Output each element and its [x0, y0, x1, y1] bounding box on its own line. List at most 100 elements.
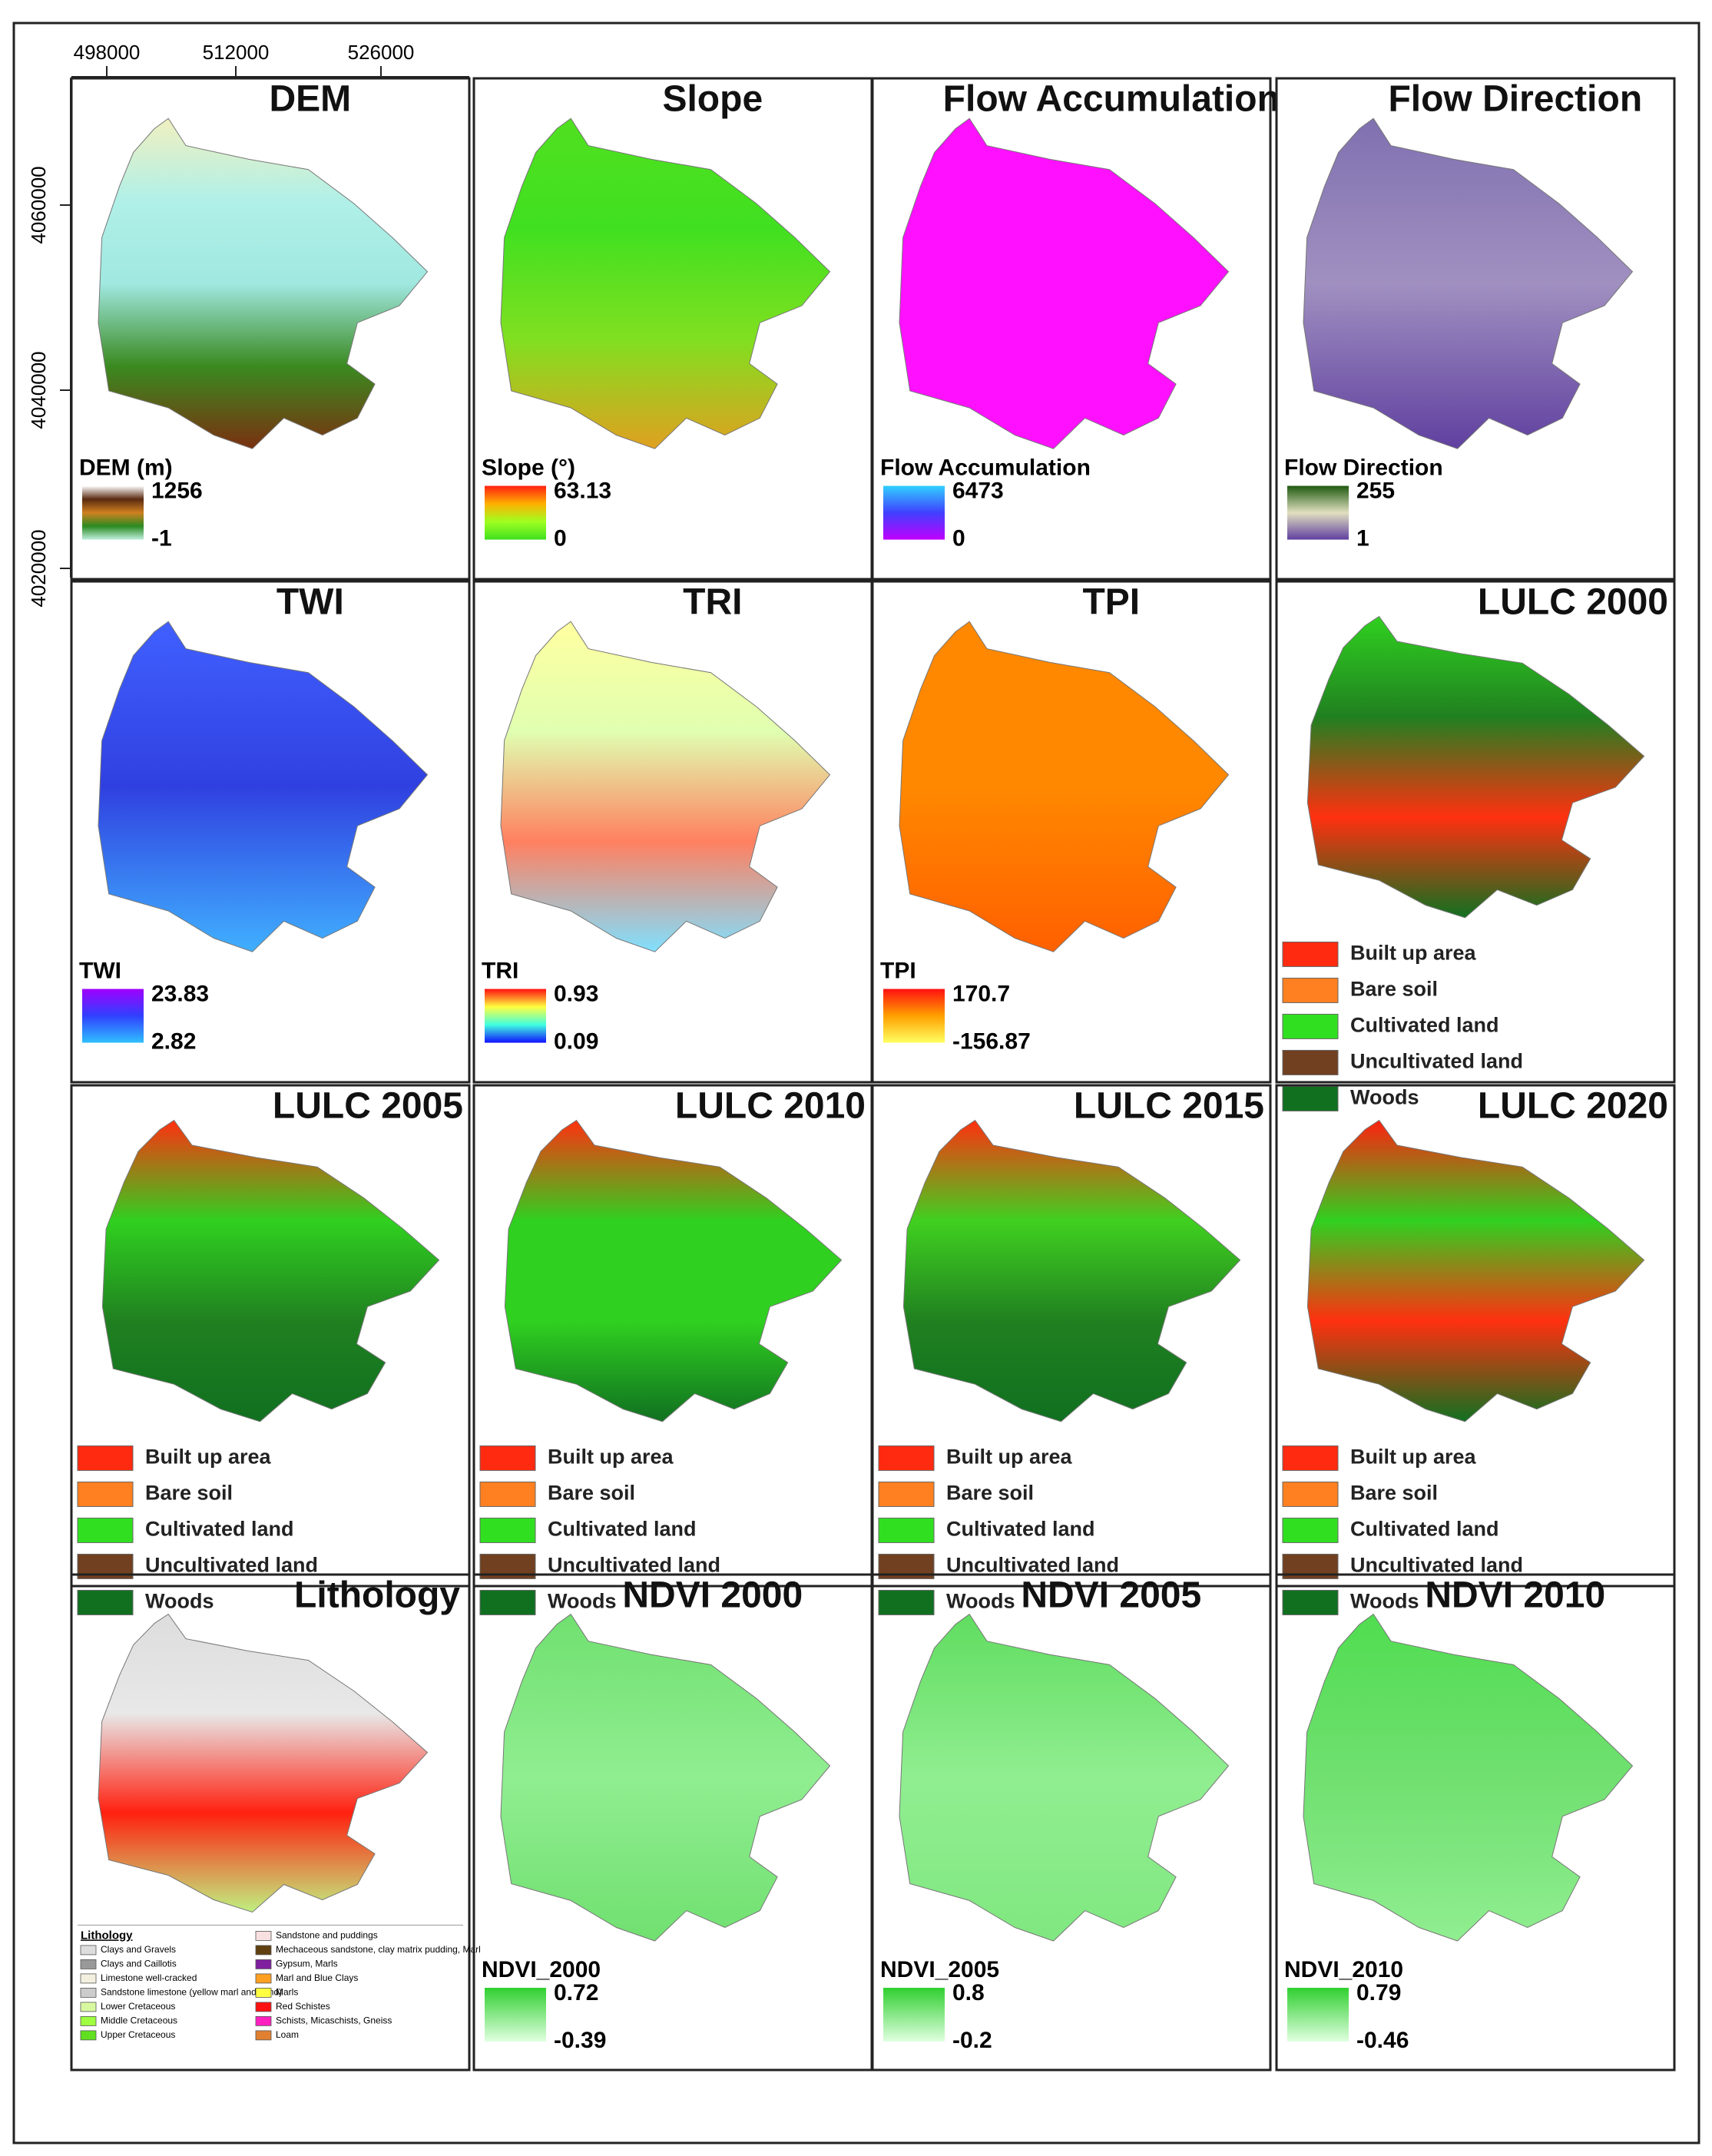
legend-min: 0: [554, 525, 567, 551]
legend-label: Built up area: [946, 1446, 1073, 1469]
legend-swatch: [80, 1973, 97, 1984]
legend-label: Bare soil: [946, 1482, 1034, 1505]
panel-title: LULC 2000: [1478, 582, 1668, 623]
legend-title: TRI: [482, 958, 518, 983]
y-coordinate-label: 4060000: [27, 166, 50, 243]
legend-ramp: [485, 485, 546, 540]
legend-title: TPI: [880, 958, 916, 983]
panel-title: TPI: [1082, 582, 1140, 623]
legend-label: Woods: [548, 1590, 617, 1613]
map-area: [98, 1613, 429, 1913]
legend-title: NDVI_2005: [880, 1957, 999, 1982]
map-area: [500, 621, 831, 952]
legend-swatch: [255, 1945, 272, 1956]
panel-title: Lithology: [294, 1575, 460, 1616]
legend-label: Bare soil: [548, 1482, 635, 1505]
legend-swatch: [479, 1481, 536, 1507]
legend-swatch: [1282, 1589, 1339, 1615]
legend-label: Uncultivated land: [946, 1554, 1119, 1577]
map-area: [500, 118, 831, 449]
legend-label: Woods: [1350, 1086, 1419, 1109]
map-area: [500, 1613, 831, 1942]
legend-swatch: [77, 1481, 134, 1507]
legend-swatch: [479, 1589, 536, 1615]
legend-label: Built up area: [1350, 1446, 1477, 1469]
legend-ramp: [485, 989, 546, 1043]
legend-label: Mechaceous sandstone, clay matrix puddin…: [276, 1944, 481, 1955]
legend-min: -0.46: [1356, 2028, 1409, 2053]
legend-ramp: [485, 1988, 546, 2042]
legend-swatch: [255, 1973, 272, 1984]
legend-swatch: [878, 1589, 935, 1615]
legend-swatch: [878, 1517, 935, 1543]
panel-title: LULC 2015: [1074, 1086, 1264, 1127]
legend-max: 0.72: [554, 1980, 598, 2005]
legend-ramp: [82, 485, 144, 540]
legend-label: Red Schistes: [276, 2001, 330, 2012]
legend-swatch: [1282, 1049, 1339, 1075]
legend-swatch: [80, 1945, 97, 1956]
map-area: [1303, 1613, 1634, 1942]
panel-title: NDVI 2010: [1425, 1575, 1605, 1616]
panel-frame: [871, 77, 1272, 581]
panel-frame: [871, 1573, 1272, 2072]
legend-swatch: [80, 1959, 97, 1969]
legend-title: NDVI_2010: [1284, 1957, 1403, 1982]
legend-min: -0.39: [554, 2028, 606, 2053]
legend-min: 0: [952, 525, 965, 551]
panel-frame: [871, 1084, 1272, 1588]
legend-label: Middle Cretaceous: [101, 2015, 177, 2026]
legend-swatch: [1282, 977, 1339, 1003]
legend-label: Clays and Caillotis: [101, 1959, 177, 1969]
legend-label: Sandstone and puddings: [276, 1930, 378, 1941]
panel-frame: [70, 77, 471, 581]
panel-title: TWI: [277, 582, 344, 623]
legend-ramp: [883, 485, 945, 540]
legend-label: Marls: [276, 1987, 298, 1998]
map-area: [899, 621, 1230, 952]
legend-max: 6473: [952, 478, 1004, 503]
legend-swatch: [77, 1517, 134, 1543]
legend-swatch: [255, 1959, 272, 1969]
legend-swatch: [878, 1481, 935, 1507]
panel-title: Flow Accumulation: [943, 79, 1280, 120]
x-coordinate-label: 526000: [348, 41, 415, 64]
legend-label: Built up area: [145, 1446, 272, 1469]
legend-min: 0.09: [554, 1028, 598, 1054]
legend-label: Cultivated land: [1350, 1518, 1499, 1541]
map-area: [101, 1119, 440, 1422]
legend-swatch: [77, 1589, 134, 1615]
legend-min: 2.82: [151, 1028, 196, 1054]
legend-swatch: [77, 1445, 134, 1471]
legend-swatch: [255, 1987, 272, 1998]
legend-ramp: [1287, 485, 1349, 540]
legend-title: NDVI_2000: [482, 1957, 601, 1982]
legend-label: Bare soil: [1350, 978, 1438, 1001]
x-coordinate-label: 498000: [74, 41, 141, 64]
legend-label: Bare soil: [145, 1482, 233, 1505]
x-coordinate-label: 512000: [203, 41, 270, 64]
legend-label: Uncultivated land: [1350, 1554, 1523, 1577]
legend-label: Loam: [276, 2029, 299, 2040]
legend-swatch: [255, 2015, 272, 2026]
map-area: [1306, 1119, 1645, 1422]
legend-title: Flow Direction: [1284, 455, 1443, 480]
legend-min: -1: [151, 525, 172, 551]
panel-frame: [70, 1084, 471, 1588]
legend-max: 170.7: [952, 981, 1010, 1006]
legend-label: Upper Cretaceous: [101, 2029, 175, 2040]
legend-label: Cultivated land: [548, 1518, 697, 1541]
legend-label: Schists, Micaschists, Gneiss: [276, 2015, 392, 2026]
panel-title: LULC 2005: [273, 1086, 463, 1127]
legend-label: Built up area: [548, 1446, 674, 1469]
legend-label: Lower Cretaceous: [101, 2001, 175, 2012]
panel-frame: [871, 580, 1272, 1084]
legend-max: 255: [1356, 478, 1395, 503]
legend-label: Woods: [145, 1590, 214, 1613]
legend-swatch: [255, 2002, 272, 2012]
legend-title: TWI: [79, 958, 121, 983]
legend-swatch: [878, 1445, 935, 1471]
legend-label: Woods: [1350, 1590, 1419, 1613]
